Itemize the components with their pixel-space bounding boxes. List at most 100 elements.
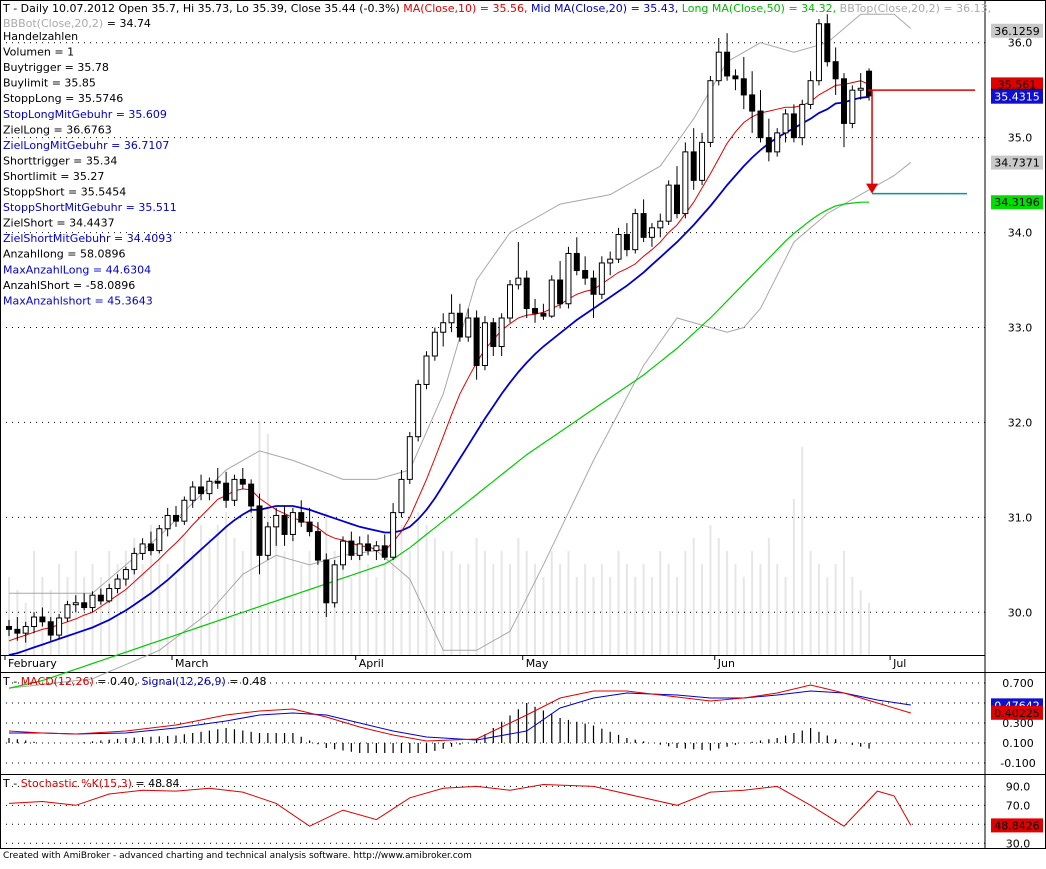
candle	[22, 621, 29, 643]
candle-body	[289, 512, 296, 535]
info-line: Buylimit = 35.85	[3, 77, 96, 90]
volume-bar	[751, 551, 754, 655]
candle	[782, 109, 789, 143]
volume-bar	[492, 564, 495, 655]
macd-tick-label: 0.100	[1002, 737, 1034, 750]
month-label: February	[8, 657, 57, 670]
candle-body	[598, 262, 605, 295]
candle	[64, 600, 71, 622]
candle	[674, 166, 680, 219]
candle-body	[473, 317, 480, 366]
info-line: Volumen = 1	[3, 46, 74, 59]
candle-body	[607, 258, 614, 264]
candle-body	[156, 528, 163, 552]
price-pane: 30.0 31.0 32.0 33.0 34.0 35.0 36.0 February Marc…	[0, 2, 1043, 689]
volume-bar	[133, 538, 136, 655]
candle-body	[548, 279, 555, 317]
candle	[565, 246, 572, 309]
price-tick-label: 31.0	[1008, 511, 1033, 524]
candle	[507, 280, 513, 323]
volume-bar	[149, 525, 152, 655]
value-tag: 34.3196	[991, 195, 1043, 210]
candle	[231, 474, 238, 506]
candle	[398, 469, 405, 518]
candle-body	[173, 514, 179, 522]
macd-title: T - MACD(12,26) = 0.40, Signal(12,26,9) …	[2, 675, 267, 688]
candle-body	[498, 317, 505, 347]
volume-bar	[108, 551, 111, 655]
candle-body	[147, 543, 154, 552]
candle	[540, 303, 547, 320]
candle	[832, 47, 839, 95]
value-tag-bg	[991, 89, 1043, 104]
candle	[189, 481, 196, 508]
value-tag-bg	[991, 195, 1043, 210]
candle	[799, 99, 806, 146]
candle	[481, 316, 488, 371]
volume-bar	[701, 564, 704, 655]
candle	[306, 507, 313, 537]
volume-bar	[425, 525, 428, 655]
candle	[790, 104, 797, 143]
title-segment: T -	[2, 777, 21, 790]
volume-bar	[851, 577, 854, 655]
candle-body	[164, 514, 171, 530]
candle-body	[423, 355, 430, 385]
volume-bar	[550, 551, 553, 655]
price-title: T - Daily 10.07.2012 Open 35.7, Hi 35.73…	[2, 2, 991, 15]
candle	[582, 256, 589, 285]
volume-bar	[592, 577, 595, 655]
candle-body	[640, 213, 647, 238]
candle-body	[89, 594, 96, 609]
candle	[607, 251, 614, 276]
candle	[314, 522, 321, 565]
candle-body	[306, 521, 313, 533]
candle-body	[81, 602, 88, 609]
candle-body	[682, 151, 689, 215]
candle-body	[540, 312, 547, 317]
volume-bar	[183, 538, 186, 655]
candle	[841, 73, 847, 148]
candle	[740, 56, 747, 110]
candle	[765, 118, 772, 162]
price-tick-label: 30.0	[1008, 606, 1033, 619]
volume-bar	[166, 564, 169, 655]
volume-bar	[433, 538, 436, 655]
price-tick-label: 33.0	[1008, 322, 1033, 335]
candle-body	[849, 89, 856, 124]
volume-bar	[200, 525, 203, 655]
candle-body	[665, 184, 672, 222]
volume-bar	[650, 577, 653, 655]
info-line: MaxAnzahlLong = 44.6304	[3, 263, 151, 276]
info-line: StoppShortMitGebuhr = 35.511	[3, 201, 177, 214]
candle	[648, 223, 655, 247]
info-line: MaxAnzahlshort = 45.3643	[3, 294, 153, 307]
candle	[849, 85, 856, 129]
candle	[699, 132, 706, 186]
candle	[106, 583, 113, 603]
volume-bar	[208, 538, 211, 655]
candle-body	[206, 480, 213, 495]
info-line: StopLongMitGebuhr = 35.609	[3, 108, 167, 121]
candle	[156, 524, 163, 554]
candle-body	[340, 540, 346, 566]
candle-body	[807, 80, 814, 105]
candle-body	[381, 545, 388, 558]
volume-bar	[241, 551, 244, 655]
volume-bar	[400, 525, 403, 655]
candle	[89, 591, 96, 613]
candle-body	[390, 512, 397, 558]
stoch-title: T - Stochastic %K(15,3) = 48.84	[2, 777, 180, 790]
candle-body	[97, 594, 104, 602]
candle-body	[456, 312, 463, 338]
candle	[72, 595, 79, 613]
macd-tick-label: 0.700	[1002, 677, 1034, 690]
candle	[164, 507, 171, 537]
volume-bar	[383, 564, 386, 655]
candle-body	[431, 331, 438, 357]
value-tag-bg	[991, 705, 1043, 720]
candle	[707, 75, 714, 148]
candle	[523, 270, 530, 319]
candle-body	[632, 213, 639, 251]
